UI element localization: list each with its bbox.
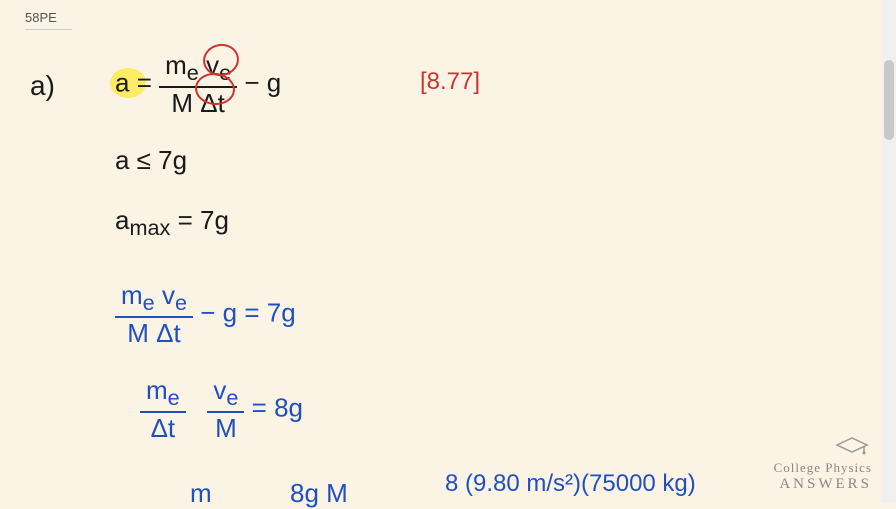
eq1-tail: − g xyxy=(244,67,281,97)
logo-text-1: College Physics xyxy=(774,460,872,476)
equation-6-right: 8 (9.80 m/s²)(75000 kg) xyxy=(445,470,696,498)
equation-6-mid: 8g M xyxy=(290,478,348,509)
eq4-fraction: me ve M Δt xyxy=(115,280,193,349)
eq1-lhs: a xyxy=(115,67,129,97)
part-label: a) xyxy=(30,70,55,102)
equation-5: me Δt ve M = 8g xyxy=(140,375,303,444)
eq4-tail: − g = 7g xyxy=(200,297,295,327)
eq5-frac2: ve M xyxy=(207,375,244,444)
problem-label: 58PE xyxy=(25,10,72,30)
eq5-frac1: me Δt xyxy=(140,375,186,444)
logo-icon xyxy=(774,433,872,460)
eq5-num2: ve xyxy=(207,375,244,411)
scrollbar-thumb[interactable] xyxy=(884,60,894,140)
logo: College Physics ANSWERS xyxy=(774,433,872,493)
equation-4: me ve M Δt − g = 7g xyxy=(115,280,296,349)
reference-bracket: [8.77] xyxy=(420,68,480,96)
equation-2: a ≤ 7g xyxy=(115,145,187,176)
eq5-den2: M xyxy=(207,411,244,444)
eq5-num1: me xyxy=(140,375,186,411)
eq1-equals: = xyxy=(137,67,159,97)
eq5-tail: = 8g xyxy=(252,392,303,422)
equation-3: amax = 7g xyxy=(115,205,229,241)
scrollbar-track[interactable] xyxy=(882,0,896,503)
eq4-den: M Δt xyxy=(115,316,193,349)
eq4-num: me ve xyxy=(115,280,193,316)
eq5-den1: Δt xyxy=(140,411,186,444)
equation-6-left: m xyxy=(190,478,212,509)
logo-text-2: ANSWERS xyxy=(774,476,872,493)
